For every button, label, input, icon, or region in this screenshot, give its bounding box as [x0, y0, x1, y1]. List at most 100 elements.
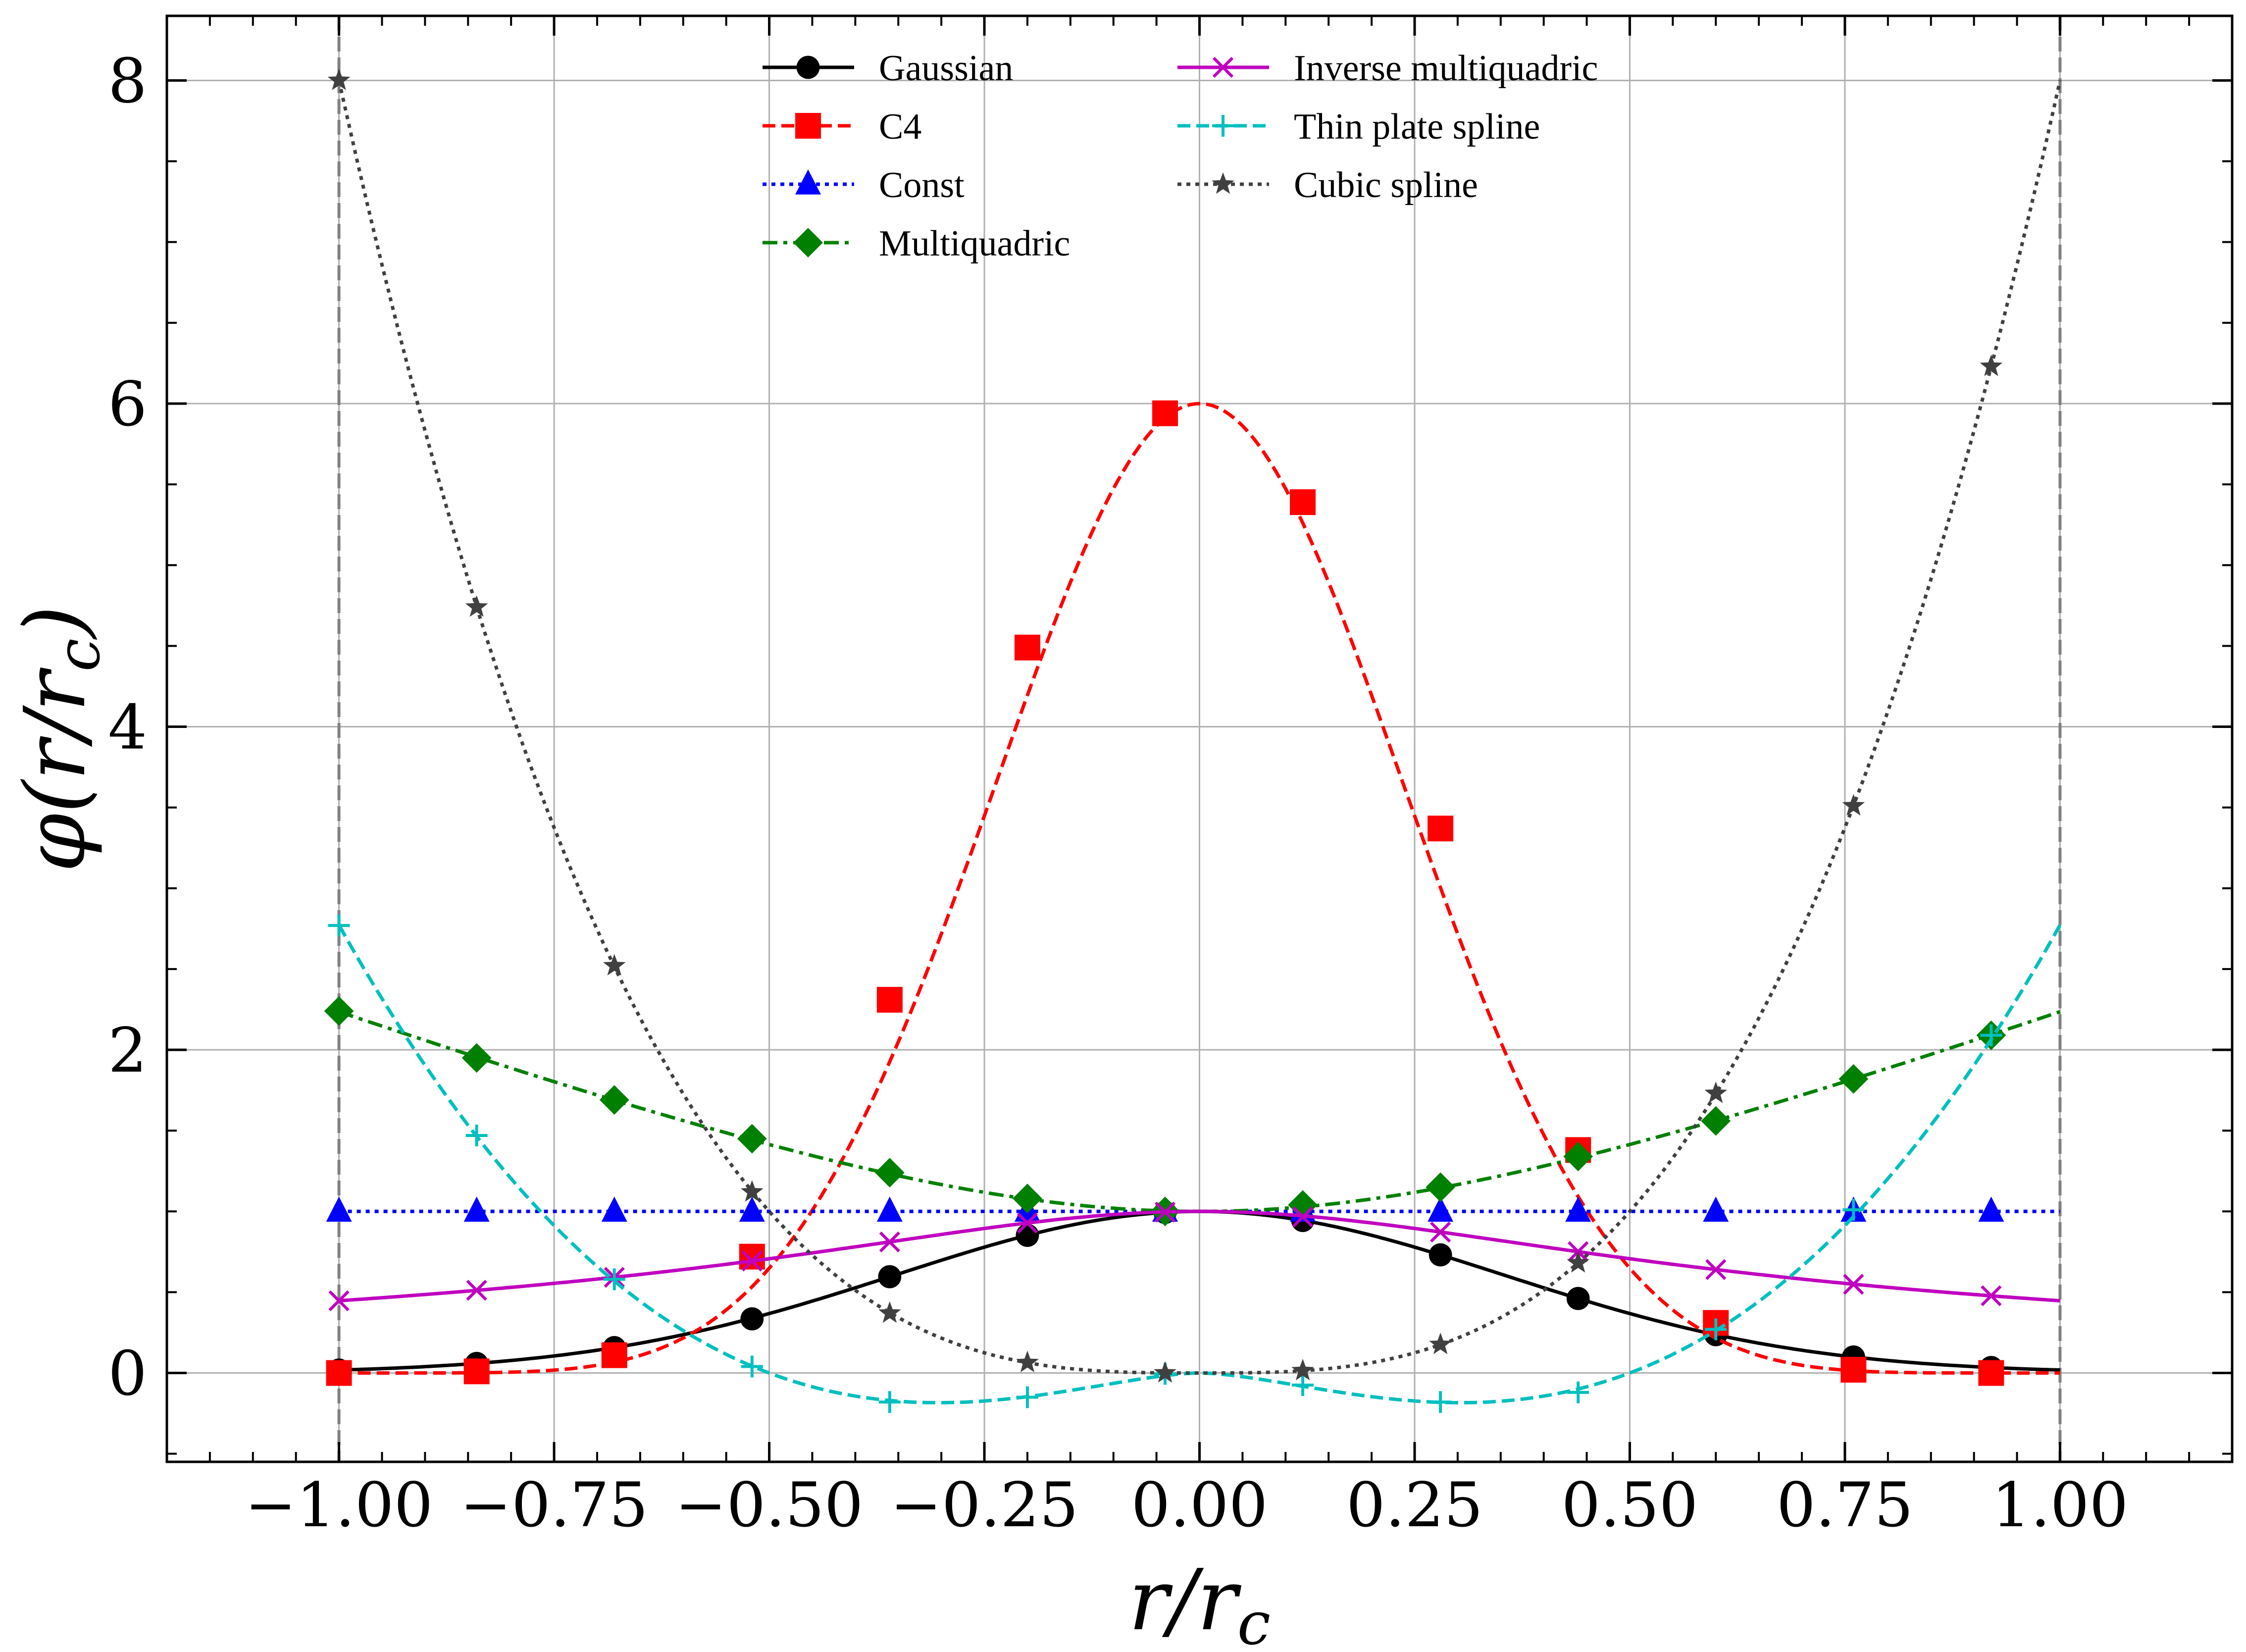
series-c4 — [326, 400, 2060, 1386]
marker-x — [1705, 1259, 1727, 1280]
marker-x — [741, 1250, 763, 1272]
marker-plus — [878, 1391, 901, 1413]
marker-diamond — [737, 1124, 767, 1154]
marker-triangle — [1978, 1196, 2004, 1222]
marker-triangle — [876, 1196, 903, 1222]
marker-star — [1291, 1358, 1314, 1381]
x-tick-label: 0.75 — [1777, 1470, 1913, 1541]
marker-x — [1017, 1212, 1038, 1234]
marker-x — [1154, 1201, 1176, 1223]
marker-star — [878, 1301, 901, 1323]
marker-star — [1154, 1361, 1176, 1383]
marker-x — [879, 1231, 900, 1253]
legend-item-cubic-spline: Cubic spline — [1177, 165, 1478, 206]
x-tick-label: −1.00 — [245, 1470, 433, 1541]
marker-plus — [465, 1124, 488, 1146]
marker-square — [876, 986, 903, 1013]
marker-diamond — [1701, 1106, 1731, 1136]
marker-diamond — [1426, 1172, 1456, 1202]
marker-square — [1014, 634, 1040, 661]
y-tick-label: 4 — [108, 692, 147, 764]
marker-circle — [1016, 1224, 1039, 1247]
marker-x — [1212, 56, 1234, 78]
marker-x — [466, 1280, 487, 1301]
x-tick-label: −0.25 — [890, 1470, 1078, 1541]
marker-square — [463, 1358, 490, 1385]
marker-plus — [1212, 115, 1234, 137]
x-tick-label: −0.50 — [675, 1470, 864, 1541]
marker-star — [1704, 1082, 1728, 1103]
marker-plus — [1980, 1024, 2002, 1046]
legend-label: Gaussian — [879, 48, 1013, 89]
marker-triangle — [463, 1196, 490, 1222]
x-tick-label: 0.25 — [1346, 1470, 1483, 1541]
marker-square — [1840, 1357, 1867, 1383]
marker-plus — [603, 1268, 625, 1291]
marker-star — [740, 1180, 764, 1202]
series-multiquadric — [324, 996, 2061, 1227]
x-tick-label: −0.75 — [460, 1470, 648, 1541]
y-tick-label: 0 — [108, 1339, 147, 1410]
series-cubic-spline — [327, 68, 2062, 1383]
series-inverse-multiquadric — [328, 1201, 2060, 1311]
marker-diamond — [461, 1043, 492, 1073]
ticks — [167, 16, 2232, 1462]
series-thin-plate-spline — [328, 914, 2062, 1413]
y-tick-label: 2 — [108, 1015, 147, 1086]
marker-x — [1429, 1221, 1451, 1243]
x-tick-label: 0.00 — [1131, 1470, 1268, 1541]
marker-diamond — [1013, 1184, 1042, 1214]
marker-circle — [1566, 1287, 1590, 1310]
marker-triangle — [1565, 1196, 1591, 1222]
marker-diamond — [1838, 1064, 1869, 1094]
series-line-cubic-spline — [337, 80, 2062, 1375]
marker-triangle — [1428, 1196, 1454, 1222]
marker-star — [465, 595, 488, 617]
marker-triangle — [326, 1196, 352, 1222]
series-layer — [324, 68, 2062, 1413]
marker-square — [739, 1243, 765, 1270]
marker-square — [601, 1342, 627, 1368]
marker-square — [326, 1360, 352, 1386]
marker-plus — [1705, 1318, 1727, 1341]
marker-circle — [878, 1265, 902, 1289]
marker-circle — [740, 1307, 764, 1331]
series-line-inverse-multiquadric — [339, 1209, 2060, 1303]
x-tick-label: 1.00 — [1991, 1470, 2128, 1541]
marker-plus — [1842, 1199, 1865, 1221]
marker-triangle — [1703, 1196, 1729, 1222]
marker-x — [1843, 1274, 1864, 1295]
marker-plus — [1016, 1386, 1038, 1408]
marker-star — [327, 68, 351, 90]
marker-diamond — [1288, 1190, 1318, 1220]
marker-star — [1016, 1350, 1039, 1373]
marker-plus — [328, 914, 350, 936]
legend: Gaussian C4 Const Multiquadric Inverse multi… — [763, 48, 1598, 264]
x-tick-label: 0.50 — [1561, 1470, 1698, 1541]
marker-diamond — [324, 996, 354, 1026]
marker-triangle — [601, 1196, 627, 1222]
marker-square — [1152, 400, 1178, 426]
marker-triangle — [739, 1196, 765, 1222]
marker-star — [1567, 1251, 1590, 1273]
reference-lines — [337, 16, 2062, 1462]
y-tick-label: 8 — [108, 46, 147, 117]
marker-star — [1842, 794, 1865, 816]
legend-label: Const — [879, 165, 965, 206]
tick-labels: −1.00 −0.75 −0.50 −0.25 0.00 0.25 0.50 0.75 1.00… — [108, 46, 2128, 1541]
marker-plus — [1429, 1391, 1452, 1413]
legend-label: C4 — [879, 106, 921, 147]
marker-circle — [1429, 1243, 1452, 1267]
legend-item-gaussian: Gaussian — [763, 48, 1013, 89]
legend-item-multiquadric: Multiquadric — [763, 223, 1070, 264]
legend-item-const: Const — [763, 165, 965, 206]
marker-square — [795, 113, 821, 139]
legend-item-inverse-multiquadric: Inverse multiquadric — [1177, 48, 1598, 89]
marker-x — [1292, 1206, 1314, 1228]
marker-plus — [741, 1355, 763, 1378]
y-tick-label: 6 — [108, 369, 147, 440]
marker-star — [603, 954, 626, 976]
legend-item-thin-plate-spline: Thin plate spline — [1177, 106, 1540, 147]
